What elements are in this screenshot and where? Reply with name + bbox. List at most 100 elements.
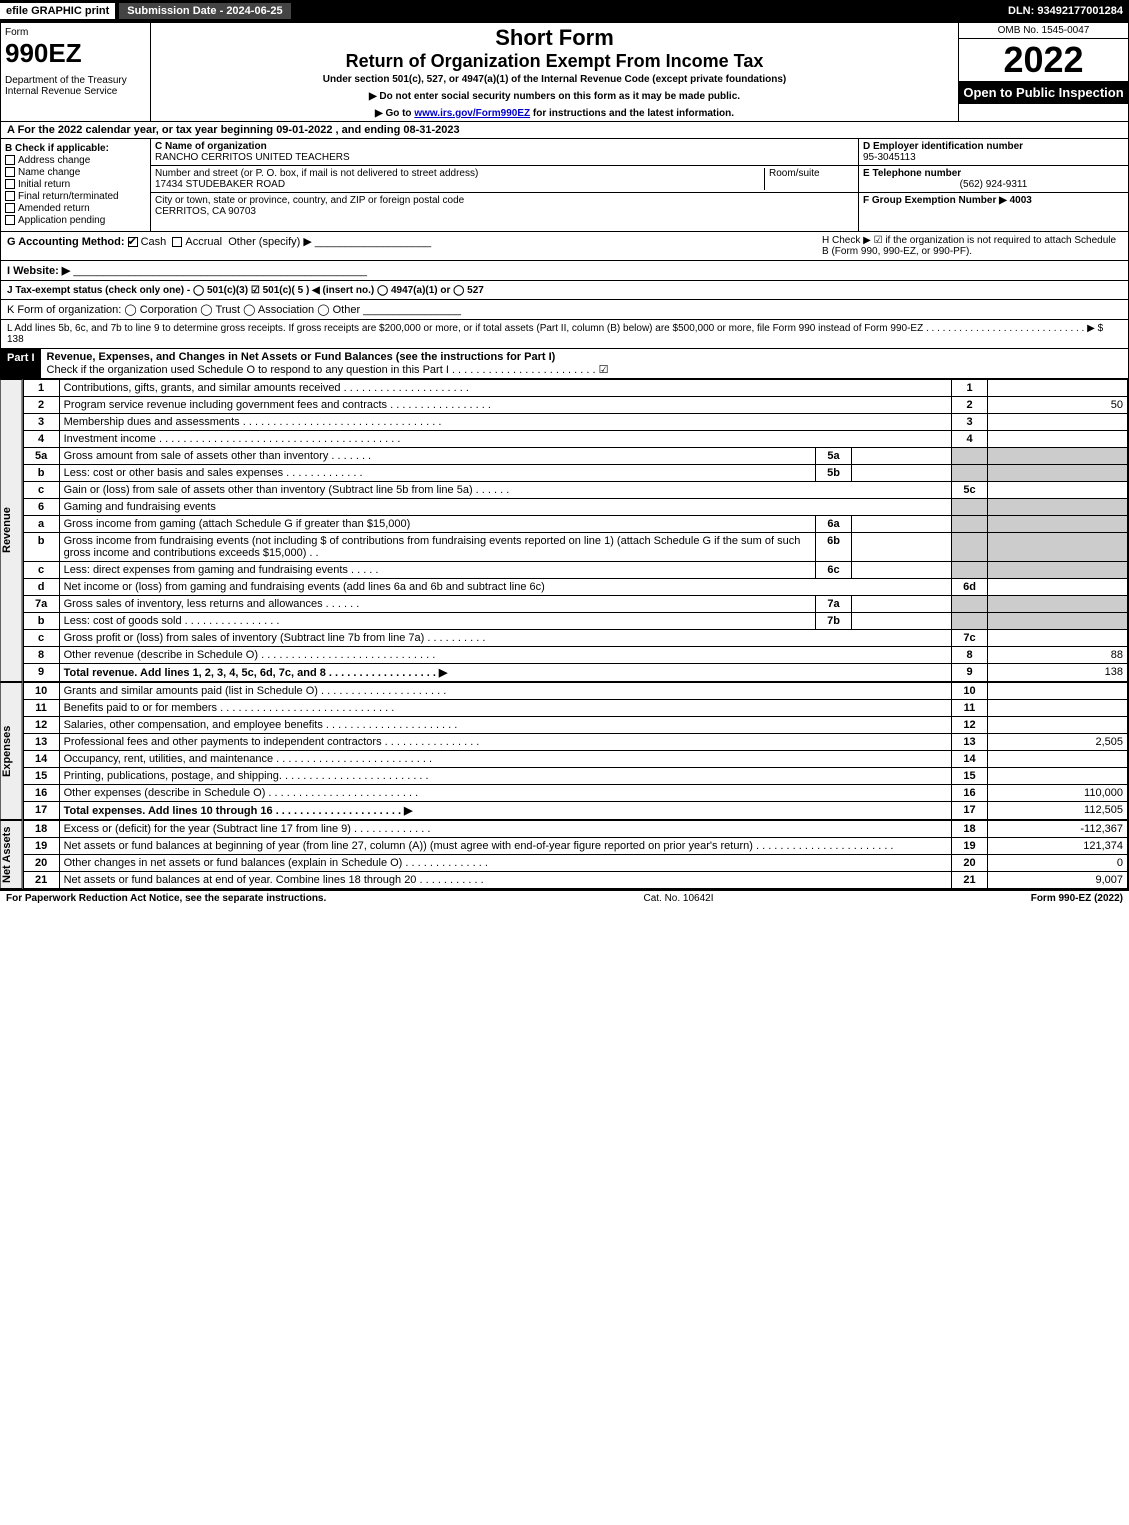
line-7c: cGross profit or (loss) from sales of in… (23, 630, 1127, 647)
revenue-vlabel: Revenue (1, 379, 23, 682)
line-4: 4Investment income . . . . . . . . . . .… (23, 431, 1127, 448)
col-b: B Check if applicable: Address change Na… (1, 139, 151, 231)
chk-accrual[interactable] (172, 237, 182, 247)
efile-print-label[interactable]: efile GRAPHIC print (0, 3, 115, 19)
chk-cash[interactable] (128, 237, 138, 247)
form-title: Return of Organization Exempt From Incom… (157, 51, 952, 72)
line-11: 11Benefits paid to or for members . . . … (23, 700, 1127, 717)
subtitle: Under section 501(c), 527, or 4947(a)(1)… (157, 74, 952, 85)
form-word: Form (5, 27, 146, 38)
omb-number: OMB No. 1545-0047 (959, 23, 1128, 39)
row-j: J Tax-exempt status (check only one) - ◯… (1, 281, 1128, 300)
g-accounting: G Accounting Method: Cash Accrual Other … (7, 235, 822, 257)
f-group: F Group Exemption Number ▶ 4003 (859, 193, 1128, 208)
tax-year: 2022 (959, 39, 1128, 81)
org-address: 17434 STUDEBAKER ROAD (155, 179, 764, 190)
k-label: K Form of organization: ◯ Corporation ◯ … (7, 304, 360, 316)
c-name-label: C Name of organization (155, 141, 854, 152)
e-phone: E Telephone number (562) 924-9311 (859, 166, 1128, 193)
row-k: K Form of organization: ◯ Corporation ◯ … (1, 300, 1128, 320)
line-14: 14Occupancy, rent, utilities, and mainte… (23, 751, 1127, 768)
footer-mid: Cat. No. 10642I (643, 893, 713, 904)
line-9: 9Total revenue. Add lines 1, 2, 3, 4, 5c… (23, 664, 1127, 682)
line-12: 12Salaries, other compensation, and empl… (23, 717, 1127, 734)
line-5b: bLess: cost or other basis and sales exp… (23, 465, 1127, 482)
chk-name-change[interactable]: Name change (5, 167, 146, 178)
b-label: B Check if applicable: (5, 143, 146, 154)
part1-title: Revenue, Expenses, and Changes in Net As… (41, 349, 1128, 378)
line-10: 10Grants and similar amounts paid (list … (23, 683, 1127, 700)
e-label: E Telephone number (863, 168, 1124, 179)
irs-link[interactable]: www.irs.gov/Form990EZ (414, 108, 530, 119)
line-6b: bGross income from fundraising events (n… (23, 533, 1127, 562)
phone-value: (562) 924-9311 (863, 179, 1124, 190)
netassets-section: Net Assets 18Excess or (deficit) for the… (1, 820, 1128, 889)
row-g-h: G Accounting Method: Cash Accrual Other … (1, 232, 1128, 261)
line-5a: 5aGross amount from sale of assets other… (23, 448, 1127, 465)
g-label: G Accounting Method: (7, 236, 125, 248)
form-container: Form 990EZ Department of the Treasury In… (0, 22, 1129, 890)
line-6a: aGross income from gaming (attach Schedu… (23, 516, 1127, 533)
dln: DLN: 93492177001284 (1008, 5, 1129, 17)
header-right: OMB No. 1545-0047 2022 Open to Public In… (958, 23, 1128, 121)
g-other: Other (specify) ▶ (228, 236, 312, 248)
j-label: J Tax-exempt status (check only one) - ◯… (7, 285, 484, 296)
addr-cell: Number and street (or P. O. box, if mail… (151, 166, 858, 193)
addr-label: Number and street (or P. O. box, if mail… (155, 168, 764, 179)
city-label: City or town, state or province, country… (155, 195, 854, 206)
form-header: Form 990EZ Department of the Treasury In… (1, 23, 1128, 122)
header-left: Form 990EZ Department of the Treasury In… (1, 23, 151, 121)
org-city: CERRITOS, CA 90703 (155, 206, 854, 217)
room-label: Room/suite (764, 168, 854, 190)
city-cell: City or town, state or province, country… (151, 193, 858, 219)
line-20: 20Other changes in net assets or fund ba… (23, 855, 1127, 872)
header-mid: Short Form Return of Organization Exempt… (151, 23, 958, 121)
ein-value: 95-3045113 (863, 152, 1124, 163)
line-6d: dNet income or (loss) from gaming and fu… (23, 579, 1127, 596)
goto-post: for instructions and the latest informat… (530, 108, 734, 119)
f-label: F Group Exemption Number ▶ 4003 (863, 195, 1124, 206)
open-to-public: Open to Public Inspection (959, 81, 1128, 104)
block-b-through-f: B Check if applicable: Address change Na… (1, 139, 1128, 232)
h-schedule-b: H Check ▶ ☑ if the organization is not r… (822, 235, 1122, 257)
line-21: 21Net assets or fund balances at end of … (23, 872, 1127, 889)
netassets-vlabel: Net Assets (1, 820, 23, 889)
goto-link-line: ▶ Go to www.irs.gov/Form990EZ for instru… (157, 108, 952, 119)
chk-initial-return[interactable]: Initial return (5, 179, 146, 190)
line-7b: bLess: cost of goods sold . . . . . . . … (23, 613, 1127, 630)
d-label: D Employer identification number (863, 141, 1124, 152)
line-a: A For the 2022 calendar year, or tax yea… (1, 122, 1128, 139)
dept-label: Department of the Treasury Internal Reve… (5, 75, 146, 97)
part1-header-row: Part I Revenue, Expenses, and Changes in… (1, 349, 1128, 379)
line-3: 3Membership dues and assessments . . . .… (23, 414, 1127, 431)
line-6: 6Gaming and fundraising events (23, 499, 1127, 516)
line-6c: cLess: direct expenses from gaming and f… (23, 562, 1127, 579)
i-label: I Website: ▶ (7, 265, 70, 277)
line-5c: cGain or (loss) from sale of assets othe… (23, 482, 1127, 499)
chk-application-pending[interactable]: Application pending (5, 215, 146, 226)
expenses-vlabel: Expenses (1, 682, 23, 820)
chk-address-change[interactable]: Address change (5, 155, 146, 166)
part1-badge: Part I (1, 349, 41, 378)
footer-right: Form 990-EZ (2022) (1031, 893, 1123, 904)
row-l: L Add lines 5b, 6c, and 7b to line 9 to … (1, 320, 1128, 349)
goto-pre: ▶ Go to (375, 108, 414, 119)
line-13: 13Professional fees and other payments t… (23, 734, 1127, 751)
ssn-warning: ▶ Do not enter social security numbers o… (157, 91, 952, 102)
chk-final-return[interactable]: Final return/terminated (5, 191, 146, 202)
form-number: 990EZ (5, 38, 146, 69)
line-7a: 7aGross sales of inventory, less returns… (23, 596, 1127, 613)
line-1: 1Contributions, gifts, grants, and simil… (23, 380, 1127, 397)
org-name: RANCHO CERRITOS UNITED TEACHERS (155, 152, 854, 163)
line-19: 19Net assets or fund balances at beginni… (23, 838, 1127, 855)
col-def: D Employer identification number 95-3045… (858, 139, 1128, 231)
line-17: 17Total expenses. Add lines 10 through 1… (23, 802, 1127, 820)
expenses-table: 10Grants and similar amounts paid (list … (23, 682, 1128, 820)
revenue-table: 1Contributions, gifts, grants, and simil… (23, 379, 1128, 682)
chk-amended-return[interactable]: Amended return (5, 203, 146, 214)
row-i-website: I Website: ▶ ___________________________… (1, 261, 1128, 281)
part1-check: Check if the organization used Schedule … (47, 364, 609, 376)
d-ein: D Employer identification number 95-3045… (859, 139, 1128, 166)
submission-date: Submission Date - 2024-06-25 (119, 3, 290, 19)
page-footer: For Paperwork Reduction Act Notice, see … (0, 890, 1129, 906)
